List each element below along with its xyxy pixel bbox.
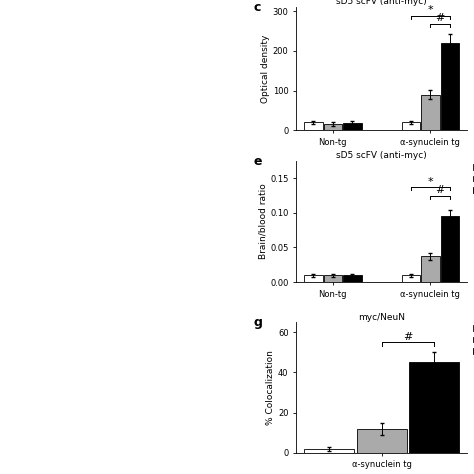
Y-axis label: % Colocalization: % Colocalization xyxy=(266,350,275,425)
Text: #: # xyxy=(436,13,445,23)
Bar xyxy=(441,217,459,282)
Y-axis label: Brain/blood ratio: Brain/blood ratio xyxy=(258,184,267,259)
Bar xyxy=(324,275,342,282)
Text: g: g xyxy=(254,316,263,329)
Bar xyxy=(401,122,420,130)
Y-axis label: Optical density: Optical density xyxy=(261,35,270,103)
Bar xyxy=(304,449,354,453)
Bar xyxy=(343,123,362,130)
Bar xyxy=(324,124,342,130)
Bar xyxy=(441,43,459,130)
Legend: LV-control, LV-sD5, LV-sD5-a: LV-control, LV-sD5, LV-sD5-a xyxy=(473,163,474,195)
Bar xyxy=(304,122,322,130)
Text: c: c xyxy=(254,1,261,14)
Title: sD5 scFV (anti-myc): sD5 scFV (anti-myc) xyxy=(336,151,427,160)
Bar xyxy=(356,428,407,453)
Text: #: # xyxy=(436,185,445,195)
Title: myc/NeuN: myc/NeuN xyxy=(358,312,405,321)
Text: *: * xyxy=(428,5,433,15)
Text: #: # xyxy=(403,332,412,342)
Bar xyxy=(421,256,439,282)
Text: *: * xyxy=(428,177,433,187)
Bar xyxy=(421,95,439,130)
Bar xyxy=(409,363,459,453)
Legend: LV-control, LV-sD5, LV-sD5-ap: LV-control, LV-sD5, LV-sD5-ap xyxy=(473,324,474,356)
Bar xyxy=(343,275,362,282)
Bar xyxy=(401,275,420,282)
Title: sD5 scFV (anti-myc): sD5 scFV (anti-myc) xyxy=(336,0,427,6)
Bar xyxy=(304,275,322,282)
Text: e: e xyxy=(254,155,262,168)
